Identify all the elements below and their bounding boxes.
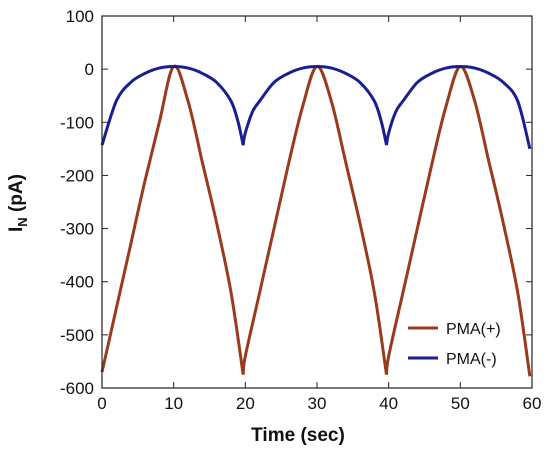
y-tick-label: -400 xyxy=(60,273,94,292)
x-axis-ticks: 0 10 20 30 40 50 60 xyxy=(97,16,541,413)
y-tick-label: -100 xyxy=(60,113,94,132)
y-tick-label: -300 xyxy=(60,220,94,239)
y-tick-label: -500 xyxy=(60,326,94,345)
series-line-pma-minus xyxy=(100,65,532,150)
x-tick-label: 0 xyxy=(97,394,106,413)
series-lines xyxy=(100,64,532,377)
y-axis-ticks: 100 0 -100 -200 -300 -400 -500 -600 xyxy=(60,7,532,398)
legend-label: PMA(-) xyxy=(446,351,497,368)
legend-label: PMA(+) xyxy=(446,321,501,338)
y-tick-label: -600 xyxy=(60,379,94,398)
x-axis-label: Time (sec) xyxy=(251,425,345,446)
x-tick-label: 10 xyxy=(164,394,183,413)
x-tick-label: 40 xyxy=(379,394,398,413)
x-tick-label: 30 xyxy=(308,394,327,413)
plot-frame xyxy=(101,15,533,389)
x-tick-label: 20 xyxy=(236,394,255,413)
legend: PMA(+) PMA(-) xyxy=(408,321,501,368)
y-axis-label: IN (pA) xyxy=(6,174,30,232)
y-tick-label: -200 xyxy=(60,166,94,185)
x-tick-label: 50 xyxy=(451,394,470,413)
y-tick-label: 0 xyxy=(85,60,94,79)
x-tick-label: 60 xyxy=(523,394,542,413)
y-tick-label: 100 xyxy=(66,7,94,26)
